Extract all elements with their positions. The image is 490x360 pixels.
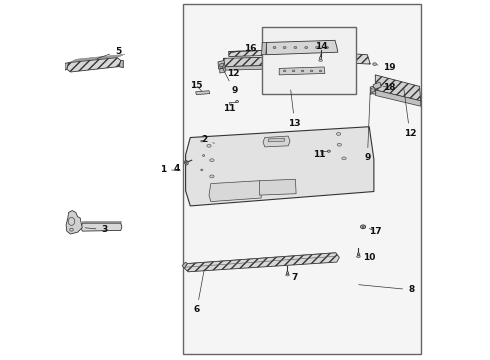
Ellipse shape <box>301 70 304 72</box>
Polygon shape <box>186 127 374 206</box>
Ellipse shape <box>201 140 203 142</box>
Text: 11: 11 <box>222 104 235 113</box>
Ellipse shape <box>273 46 276 49</box>
Text: 8: 8 <box>359 285 415 294</box>
Polygon shape <box>220 68 225 73</box>
Ellipse shape <box>342 157 346 160</box>
Ellipse shape <box>201 169 203 171</box>
Ellipse shape <box>319 70 322 72</box>
Polygon shape <box>288 85 296 91</box>
Polygon shape <box>373 82 381 89</box>
Text: 7: 7 <box>288 273 298 282</box>
Text: 10: 10 <box>358 253 375 262</box>
Polygon shape <box>185 253 339 272</box>
Ellipse shape <box>319 60 322 62</box>
Ellipse shape <box>286 271 289 275</box>
Polygon shape <box>269 138 285 142</box>
Polygon shape <box>375 75 421 101</box>
Ellipse shape <box>337 143 342 146</box>
Text: 9: 9 <box>364 93 370 162</box>
Ellipse shape <box>283 70 286 72</box>
Ellipse shape <box>327 150 330 152</box>
Polygon shape <box>66 211 82 234</box>
Ellipse shape <box>357 253 360 256</box>
Ellipse shape <box>286 274 289 276</box>
Ellipse shape <box>186 162 187 164</box>
Polygon shape <box>259 179 296 195</box>
Ellipse shape <box>319 57 321 60</box>
Text: 5: 5 <box>97 47 122 58</box>
Text: 17: 17 <box>369 227 382 236</box>
Polygon shape <box>220 63 223 67</box>
Polygon shape <box>65 63 69 70</box>
Polygon shape <box>81 223 122 231</box>
Polygon shape <box>267 40 338 55</box>
Polygon shape <box>295 50 370 64</box>
Ellipse shape <box>184 161 188 165</box>
Ellipse shape <box>337 132 341 135</box>
Text: 16: 16 <box>232 44 257 53</box>
Polygon shape <box>119 60 123 68</box>
Ellipse shape <box>210 175 214 178</box>
Ellipse shape <box>283 46 286 49</box>
Polygon shape <box>263 136 290 147</box>
Text: 13: 13 <box>289 90 301 128</box>
Text: 19: 19 <box>377 63 396 72</box>
Ellipse shape <box>305 46 308 49</box>
Ellipse shape <box>294 46 297 49</box>
Ellipse shape <box>362 226 364 228</box>
Ellipse shape <box>316 46 318 49</box>
Text: 12: 12 <box>227 64 240 78</box>
Ellipse shape <box>310 70 313 72</box>
Text: 12: 12 <box>404 89 416 138</box>
Ellipse shape <box>373 63 376 66</box>
Ellipse shape <box>210 159 214 162</box>
Text: 1: 1 <box>160 165 180 174</box>
Text: 4: 4 <box>173 161 187 173</box>
Ellipse shape <box>326 46 328 49</box>
Polygon shape <box>371 87 374 93</box>
Ellipse shape <box>236 100 239 103</box>
Polygon shape <box>262 42 267 55</box>
Ellipse shape <box>293 70 295 72</box>
Polygon shape <box>67 58 121 72</box>
Polygon shape <box>229 50 295 57</box>
Polygon shape <box>218 60 225 69</box>
Polygon shape <box>223 57 295 67</box>
Text: 15: 15 <box>190 81 203 91</box>
Polygon shape <box>196 91 210 95</box>
Polygon shape <box>370 86 375 94</box>
Polygon shape <box>209 181 261 202</box>
Text: 11: 11 <box>313 150 326 159</box>
Polygon shape <box>372 89 376 94</box>
Bar <box>183 4 421 354</box>
Ellipse shape <box>357 256 360 258</box>
Text: 18: 18 <box>383 83 395 92</box>
Bar <box>262 27 356 94</box>
Text: 3: 3 <box>85 225 108 234</box>
Ellipse shape <box>207 144 211 147</box>
Text: 9: 9 <box>222 67 237 95</box>
Polygon shape <box>375 90 421 106</box>
Polygon shape <box>182 262 187 268</box>
Text: 6: 6 <box>194 270 204 314</box>
Ellipse shape <box>202 155 205 157</box>
Text: 14: 14 <box>315 42 328 57</box>
Text: 2: 2 <box>201 135 215 144</box>
Polygon shape <box>279 67 325 75</box>
Polygon shape <box>223 65 295 70</box>
